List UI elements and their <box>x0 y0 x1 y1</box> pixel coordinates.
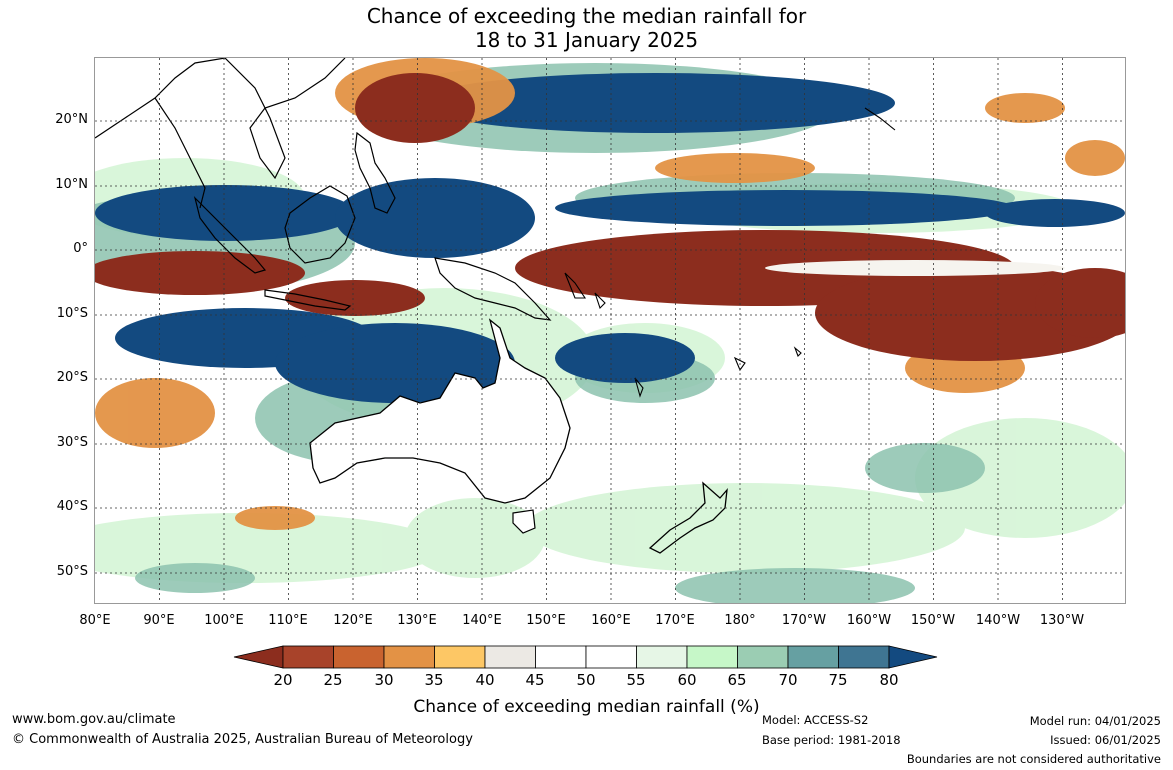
new-guinea-outline <box>434 257 552 321</box>
lat-label-10n: 10°N <box>55 177 88 192</box>
lon-label-160e: 160°E <box>591 613 631 628</box>
colorbar-segment <box>787 645 839 669</box>
lon-label-180: 180° <box>724 613 756 628</box>
lon-label-140e: 140°E <box>462 613 502 628</box>
new-zealand-outline <box>648 481 728 554</box>
lon-label-120e: 120°E <box>333 613 373 628</box>
java-outline <box>264 289 352 311</box>
footer-model-run: Model run: 04/01/2025 <box>1029 714 1161 728</box>
lon-label-150e: 150°E <box>526 613 566 628</box>
colorbar-tick: 45 <box>525 671 545 689</box>
lat-label-40s: 40°S <box>56 499 88 514</box>
colorbar-tick: 25 <box>323 671 343 689</box>
footer-disclaimer: Boundaries are not considered authoritat… <box>906 752 1161 766</box>
lon-label-100e: 100°E <box>204 613 244 628</box>
footer-model: Model: ACCESS-S2 <box>762 713 869 727</box>
colorbar-label: Chance of exceeding median rainfall (%) <box>413 697 760 717</box>
colorbar-segment <box>686 645 738 669</box>
lon-label-150w: 150°W <box>910 613 956 628</box>
colorbar-tick: 30 <box>374 671 394 689</box>
lat-label-20n: 20°N <box>55 112 88 127</box>
colorbar-segment <box>636 645 688 669</box>
colorbar-extend-low <box>233 645 284 669</box>
lon-label-170w: 170°W <box>781 613 827 628</box>
lat-label-0: 0° <box>73 241 88 256</box>
white-strip <box>765 260 1065 276</box>
lon-label-110e: 110°E <box>268 613 308 628</box>
colorbar-segment <box>737 645 789 669</box>
colorbar-segment <box>333 645 385 669</box>
lon-label-170e: 170°E <box>655 613 695 628</box>
colorbar-segment <box>282 645 334 669</box>
lat-label-30s: 30°S <box>56 435 88 450</box>
lat-label-50s: 50°S <box>56 564 88 579</box>
title-line-2: 18 to 31 January 2025 <box>474 28 699 52</box>
footer-url[interactable]: www.bom.gov.au/climate <box>12 712 176 727</box>
footer-copyright: © Commonwealth of Australia 2025, Austra… <box>12 732 473 747</box>
sumatra-outline <box>193 196 267 274</box>
colorbar-segment <box>535 645 587 669</box>
lon-label-80e: 80°E <box>79 613 111 628</box>
title-line-1: Chance of exceeding the median rainfall … <box>366 4 807 28</box>
lon-label-130e: 130°E <box>397 613 437 628</box>
lon-label-160w: 160°W <box>846 613 892 628</box>
colorbar-segment <box>838 645 890 669</box>
colorbar-tick: 60 <box>677 671 697 689</box>
tasmania-outline <box>512 509 536 534</box>
footer-base-period: Base period: 1981-2018 <box>762 733 901 747</box>
footer-issued: Issued: 06/01/2025 <box>1050 733 1161 747</box>
colorbar-tick: 35 <box>424 671 444 689</box>
colorbar-tick: 20 <box>273 671 293 689</box>
lon-label-140w: 140°W <box>975 613 1021 628</box>
colorbar-tick: 50 <box>576 671 596 689</box>
colorbar-segment <box>434 645 486 669</box>
lat-label-20s: 20°S <box>56 370 88 385</box>
map-canvas <box>95 58 1125 603</box>
colorbar-segment <box>585 645 637 669</box>
colorbar-tick: 75 <box>828 671 848 689</box>
colorbar-extend-high <box>888 645 938 669</box>
graticule <box>95 58 1125 603</box>
colorbar-segments <box>233 645 938 669</box>
colorbar-tick: 55 <box>626 671 646 689</box>
philippines-outline <box>354 131 396 214</box>
colorbar-tick: 40 <box>475 671 495 689</box>
borneo-outline <box>284 185 356 264</box>
colorbar-tick: 65 <box>727 671 747 689</box>
pacific-islands <box>564 107 896 398</box>
australia-outline <box>309 318 571 504</box>
colorbar <box>233 645 938 669</box>
map-title: Chance of exceeding the median rainfall … <box>0 4 1173 52</box>
colorbar-tick: 80 <box>879 671 899 689</box>
lon-label-90e: 90°E <box>143 613 175 628</box>
rainfall-map <box>94 57 1126 604</box>
lat-label-10s: 10°S <box>56 306 88 321</box>
colorbar-segment <box>383 645 435 669</box>
lon-label-130w: 130°W <box>1039 613 1085 628</box>
dark-blue-areas <box>95 73 1125 403</box>
colorbar-tick: 70 <box>778 671 798 689</box>
colorbar-segment <box>484 645 536 669</box>
